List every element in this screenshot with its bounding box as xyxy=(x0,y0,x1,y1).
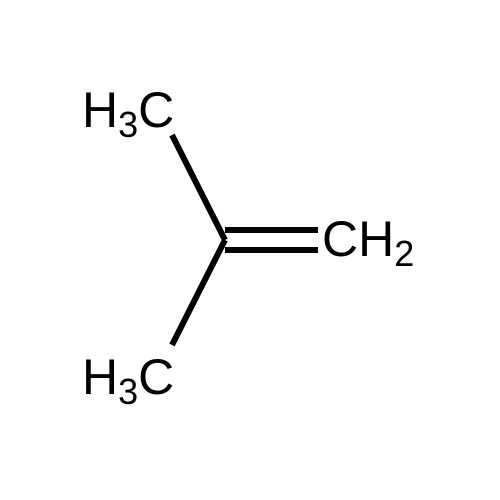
element-symbol: H xyxy=(358,211,394,267)
atom-label-ch3-bottom: H3C xyxy=(82,352,174,404)
subscript: 2 xyxy=(394,233,414,274)
subscript: 3 xyxy=(118,104,138,145)
bond-bottom xyxy=(172,240,225,345)
element-symbol: H xyxy=(82,82,118,138)
molecule-canvas: H3CH3CCH2 xyxy=(0,0,500,500)
bond-top xyxy=(172,135,225,240)
atom-label-ch3-top: H3C xyxy=(82,85,174,137)
element-symbol: C xyxy=(138,82,174,138)
element-symbol: C xyxy=(322,211,358,267)
element-symbol: H xyxy=(82,349,118,405)
atom-label-ch2-right: CH2 xyxy=(322,214,414,266)
subscript: 3 xyxy=(118,371,138,412)
bond-layer xyxy=(0,0,500,500)
element-symbol: C xyxy=(138,349,174,405)
